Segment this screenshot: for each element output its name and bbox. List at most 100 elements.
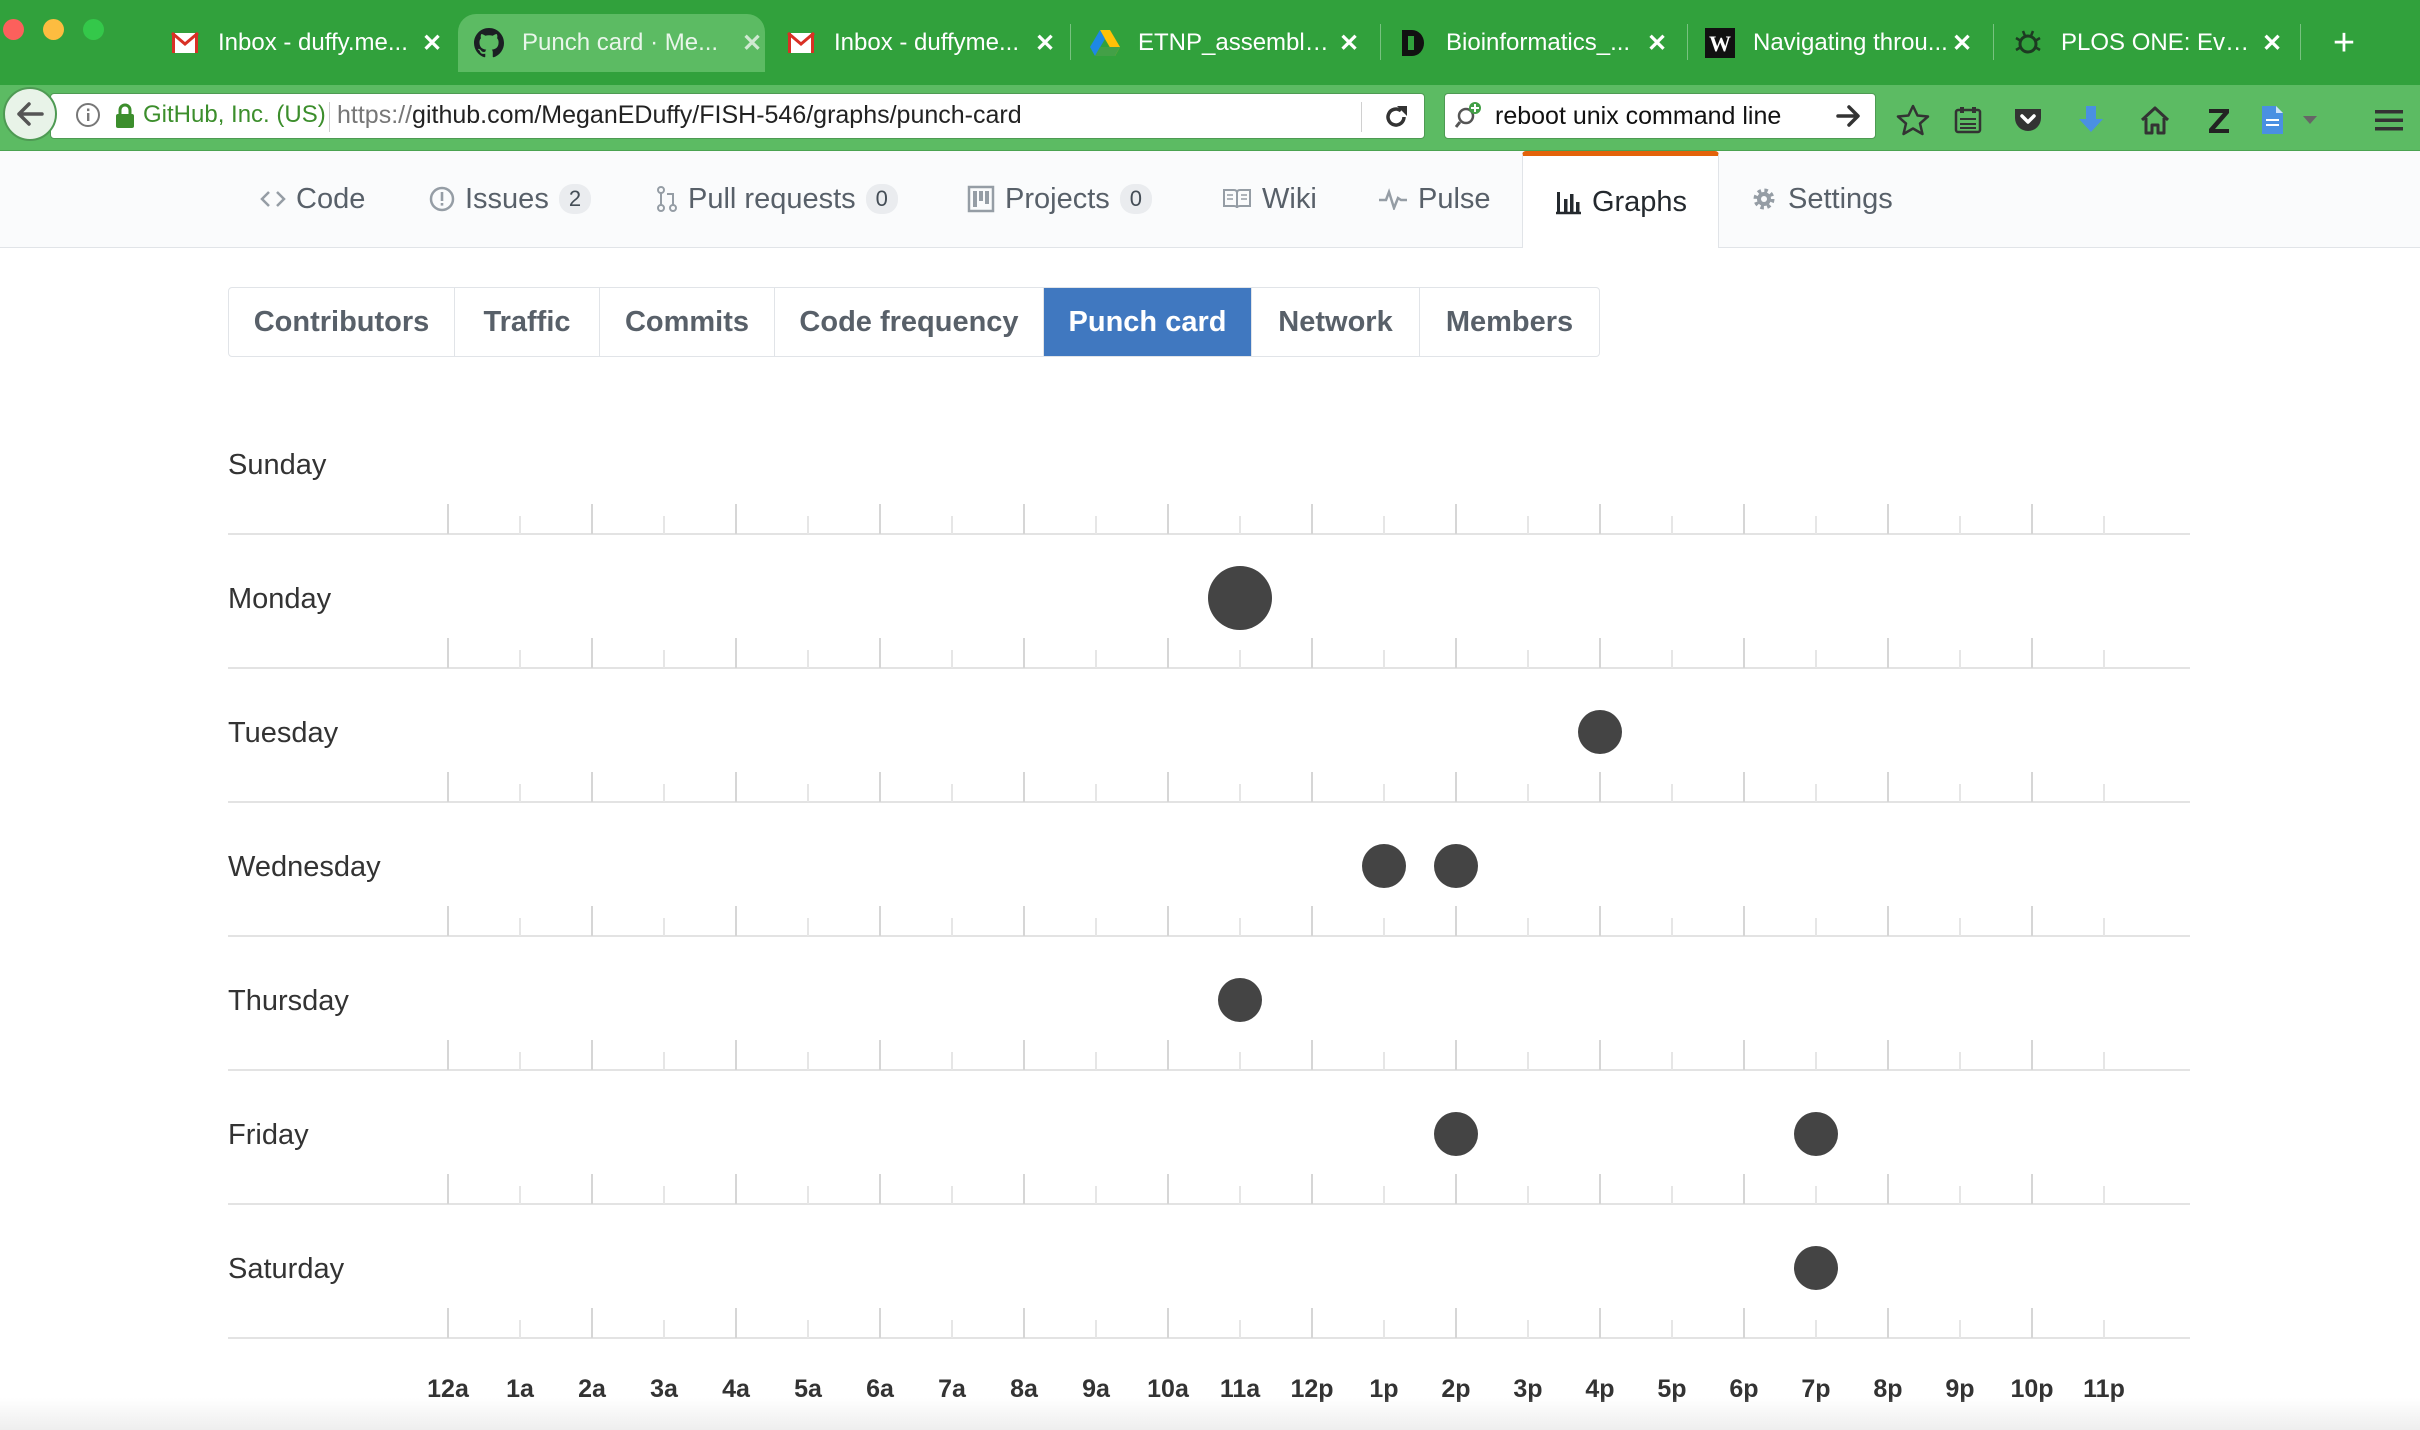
tab-close-icon[interactable]: ✕ [741,29,763,57]
d-logo-icon [1398,28,1428,58]
url-prefix: https:// [337,101,413,129]
tab-close-icon[interactable]: ✕ [1338,29,1360,57]
reading-list-icon[interactable] [1951,103,1985,137]
day-label: Monday [228,583,332,615]
repo-tab-wiki[interactable]: Wiki [1222,151,1317,247]
repo-tab-label: Wiki [1262,182,1317,215]
repo-tab-projects[interactable]: Projects 0 [967,151,1153,247]
tab-close-icon[interactable]: ✕ [1951,29,1973,57]
download-icon[interactable] [2074,103,2108,137]
info-icon[interactable] [75,102,101,128]
search-icon [1455,102,1481,128]
gmail-icon [170,28,200,58]
tab-separator [2300,24,2301,60]
tab-close-icon[interactable]: ✕ [1646,29,1668,57]
window-minimize-button[interactable] [43,19,64,40]
punch-dot [1362,844,1406,888]
browser-tab-active[interactable]: Punch card · Me... ✕ [458,14,765,72]
tab-title: Navigating throu... [1753,29,1948,56]
tab-separator [1993,24,1994,60]
plos-bug-icon [2013,28,2043,58]
browser-tab[interactable]: Inbox - duffy.me... ✕ [170,14,445,72]
gear-icon [1750,185,1778,213]
issues-count-badge: 2 [558,184,592,214]
day-label: Thursday [228,985,349,1017]
search-bar[interactable]: reboot unix command line [1444,93,1876,139]
document-icon[interactable] [2255,103,2289,137]
url-text[interactable]: https://github.com/MeganEDuffy/FISH-546/… [337,101,1022,130]
chevron-down-icon[interactable] [2300,103,2320,137]
graphs-subnav: Contributors Traffic Commits Code freque… [228,287,1600,357]
browser-tab[interactable]: W Navigating throu... ✕ [1705,14,1975,72]
repo-tab-pulse[interactable]: Pulse [1378,151,1491,247]
tab-separator [1070,24,1071,60]
punch-dot [1578,710,1622,754]
address-bar[interactable]: GitHub, Inc. (US) https://github.com/Meg… [50,93,1425,139]
repo-tab-pull-requests[interactable]: Pull requests 0 [656,151,898,247]
tab-close-icon[interactable]: ✕ [2261,29,2283,57]
bookmark-star-icon[interactable] [1896,103,1930,137]
github-icon [474,28,504,58]
day-label: Saturday [228,1253,345,1285]
subnav-traffic[interactable]: Traffic [455,288,600,356]
tab-separator [1687,24,1688,60]
tab-close-icon[interactable]: ✕ [421,29,443,57]
tab-title: Punch card · Me... [522,29,719,56]
subnav-commits[interactable]: Commits [600,288,775,356]
repo-tab-graphs[interactable]: Graphs [1522,151,1719,248]
pocket-icon[interactable] [2011,103,2045,137]
subnav-members[interactable]: Members [1445,305,1574,338]
subnav-network[interactable]: Network [1252,288,1420,356]
repo-tab-issues[interactable]: Issues 2 [429,151,592,247]
back-button[interactable] [3,87,57,141]
url-host-path: github.com/MeganEDuffy/FISH-546/graphs/p… [412,101,1022,129]
repo-tab-label: Graphs [1591,185,1688,218]
day-label: Wednesday [228,851,381,883]
home-icon[interactable] [2138,103,2172,137]
browser-tab-bar: Inbox - duffy.me... ✕ Punch card · Me...… [0,0,2420,85]
pull-request-icon [656,185,678,213]
code-icon [260,189,286,209]
pulls-count-badge: 0 [865,184,898,214]
reload-divider [1361,102,1362,132]
browser-tab[interactable]: PLOS ONE: Eval... ✕ [2013,14,2285,72]
punch-dot [1794,1112,1838,1156]
browser-tab[interactable]: Inbox - duffyme... ✕ [786,14,1058,72]
pulse-icon [1378,188,1408,210]
repo-tab-label: Pull requests [688,182,856,215]
tab-separator [1380,24,1381,60]
subnav-contributors[interactable]: Contributors [229,288,455,356]
day-label: Friday [228,1119,309,1151]
zotero-icon[interactable] [2202,103,2236,137]
repo-tab-code[interactable]: Code [260,151,365,247]
repo-tab-settings[interactable]: Settings [1750,151,1893,247]
search-input[interactable]: reboot unix command line [1495,102,1782,130]
window-close-button[interactable] [3,19,24,40]
repo-tab-label: Code [296,182,366,215]
w-logo-icon: W [1705,28,1735,58]
repo-tab-label: Projects [1005,182,1110,215]
tab-title: PLOS ONE: Eval... [2061,29,2259,56]
browser-tab[interactable]: Bioinformatics_... ✕ [1398,14,1670,72]
browser-tab[interactable]: ETNP_assembly ... ✕ [1090,14,1362,72]
punch-dot [1794,1246,1838,1290]
arrow-right-icon[interactable] [1835,102,1861,130]
back-arrow-icon [17,102,44,126]
reload-icon[interactable] [1381,102,1411,132]
graph-icon [1554,189,1582,215]
browser-nav-bar: GitHub, Inc. (US) https://github.com/Meg… [0,85,2420,151]
repo-tab-label: Issues [465,182,549,215]
projects-count-badge: 0 [1119,184,1153,214]
subnav-punch-card[interactable]: Punch card [1044,288,1252,356]
tab-close-icon[interactable]: ✕ [1034,29,1056,57]
new-tab-button[interactable]: + [2332,22,2356,64]
repo-tab-label: Pulse [1418,182,1491,215]
site-identity[interactable]: GitHub, Inc. (US) [143,101,326,128]
window-bottom-edge [0,1398,2420,1430]
day-label: Sunday [228,449,327,481]
menu-icon[interactable] [2372,103,2406,137]
repo-tab-label: Settings [1788,182,1893,215]
identity-divider [329,102,330,132]
subnav-code-frequency[interactable]: Code frequency [775,288,1044,356]
window-zoom-button[interactable] [83,19,104,40]
